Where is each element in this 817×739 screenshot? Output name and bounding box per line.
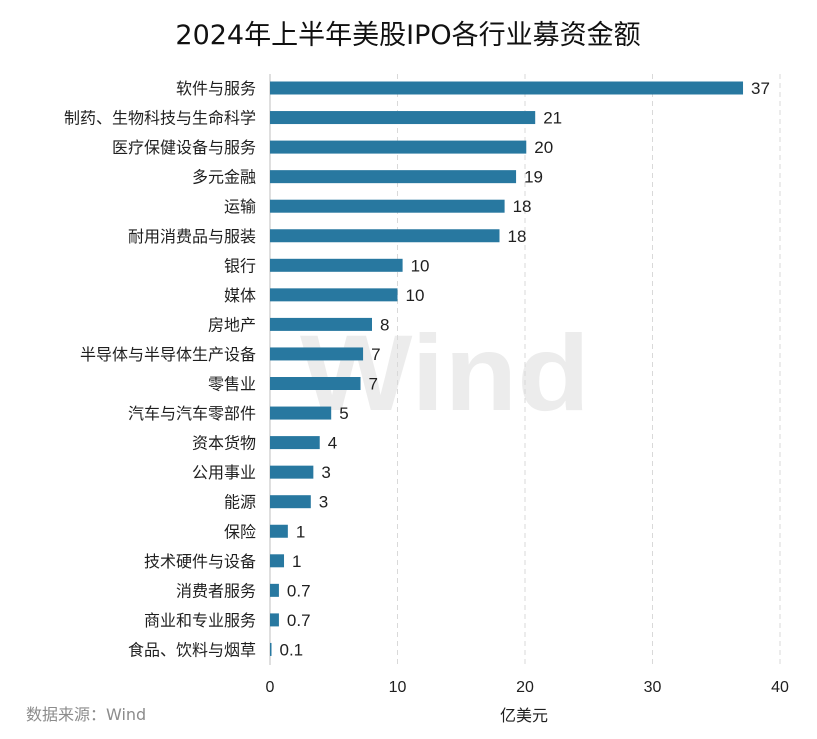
watermark: Wind: [300, 312, 590, 433]
category-label: 房地产: [208, 315, 256, 334]
bar: [270, 436, 320, 450]
category-label: 消费者服务: [176, 581, 256, 600]
bar: [270, 258, 403, 272]
category-label: 银行: [224, 256, 256, 275]
x-tick-label: 10: [389, 679, 407, 696]
value-label: 10: [406, 286, 425, 305]
x-tick-label: 20: [516, 679, 534, 696]
value-label: 5: [339, 404, 348, 423]
bar: [270, 111, 536, 125]
x-axis-title: 亿美元: [500, 706, 548, 725]
bar: [270, 524, 288, 538]
bar: [270, 406, 332, 420]
bar: [270, 199, 505, 213]
category-label: 医疗保健设备与服务: [112, 138, 256, 157]
bar: [270, 81, 744, 95]
category-labels: 软件与服务制药、生物科技与生命科学医疗保健设备与服务多元金融运输耐用消费品与服装…: [64, 79, 256, 659]
value-label: 37: [751, 79, 770, 98]
value-label: 21: [543, 109, 562, 128]
x-tick-label: 0: [266, 679, 275, 696]
category-label: 多元金融: [192, 168, 256, 187]
value-label: 19: [524, 168, 543, 187]
category-label: 技术硬件与设备: [144, 552, 256, 571]
value-label: 0.7: [287, 581, 311, 600]
bar: [270, 613, 279, 627]
category-label: 制药、生物科技与生命科学: [64, 109, 256, 128]
value-label: 1: [292, 552, 301, 571]
value-label: 10: [411, 256, 430, 275]
category-label: 零售业: [208, 375, 256, 394]
bar: [270, 140, 527, 154]
value-label: 1: [296, 522, 305, 541]
value-label: 7: [369, 375, 378, 394]
value-label: 4: [328, 434, 337, 453]
bars: [270, 81, 744, 656]
bar: [270, 642, 272, 656]
value-label: 18: [513, 197, 532, 216]
category-label: 商业和专业服务: [144, 611, 256, 630]
bar: [270, 170, 517, 184]
value-label: 0.1: [280, 640, 304, 659]
x-tick-label: 40: [771, 679, 789, 696]
category-label: 运输: [224, 197, 256, 216]
bar: [270, 554, 285, 568]
chart-title: 2024年上半年美股IPO各行业募资金额: [175, 20, 640, 51]
category-label: 媒体: [224, 286, 256, 305]
bar: [270, 377, 361, 390]
value-label: 3: [321, 463, 330, 482]
bar: [270, 229, 500, 243]
value-label: 20: [534, 138, 553, 157]
value-label: 7: [371, 345, 380, 364]
category-label: 耐用消费品与服装: [128, 227, 256, 246]
bar: [270, 347, 364, 361]
category-label: 资本货物: [192, 434, 256, 453]
value-label: 3: [319, 493, 328, 512]
category-label: 公用事业: [192, 463, 256, 482]
bar: [270, 465, 314, 479]
bar: [270, 495, 311, 509]
category-label: 软件与服务: [176, 79, 256, 98]
value-label: 0.7: [287, 611, 311, 630]
category-label: 半导体与半导体生产设备: [80, 345, 256, 364]
value-label: 18: [508, 227, 527, 246]
x-tick-label: 30: [644, 679, 662, 696]
value-label: 8: [380, 315, 389, 334]
source-note: 数据来源：Wind: [26, 705, 146, 724]
category-label: 能源: [224, 493, 256, 512]
bar: [270, 288, 398, 302]
category-label: 汽车与汽车零部件: [128, 404, 256, 423]
category-label: 保险: [224, 522, 256, 541]
bar: [270, 317, 372, 331]
bar: [270, 583, 279, 597]
category-label: 食品、饮料与烟草: [128, 640, 256, 659]
x-tick-labels: 0 10 20 30 40: [266, 679, 789, 696]
